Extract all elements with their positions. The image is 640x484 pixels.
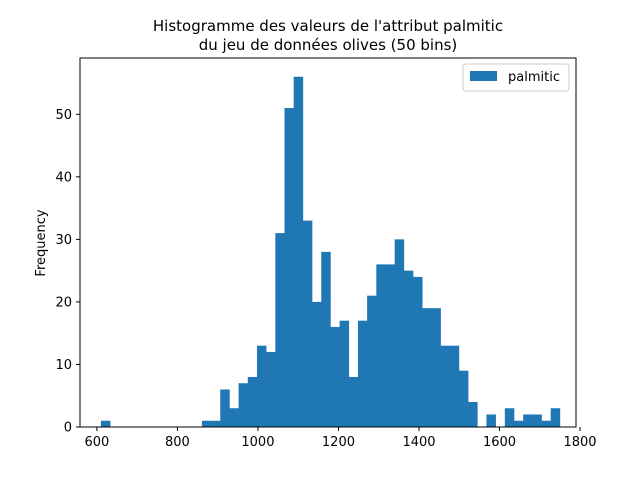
y-axis-ticks: 0 10 20 30 40 50 bbox=[55, 108, 80, 436]
histogram-bar bbox=[357, 320, 368, 427]
histogram-bar bbox=[211, 420, 221, 427]
histogram-bar bbox=[523, 414, 533, 427]
y-tick-label: 30 bbox=[55, 233, 72, 248]
histogram-bar bbox=[229, 408, 239, 427]
histogram-bar bbox=[458, 370, 469, 427]
x-tick-label: 800 bbox=[165, 435, 190, 450]
histogram-bar bbox=[220, 389, 230, 427]
histogram-bar bbox=[201, 420, 212, 427]
histogram-bar bbox=[541, 420, 552, 427]
x-tick-label: 600 bbox=[84, 435, 109, 450]
histogram-bar bbox=[394, 239, 405, 427]
histogram-bar bbox=[468, 401, 478, 427]
histogram-bar bbox=[100, 420, 111, 427]
chart-title-line-1: Histogramme des valeurs de l'attribut pa… bbox=[153, 17, 503, 35]
x-tick-label: 1400 bbox=[402, 435, 435, 450]
x-tick-label: 1000 bbox=[241, 435, 274, 450]
legend-box bbox=[462, 63, 570, 92]
x-axis-ticks: 600 800 1000 1200 1400 1600 1800 bbox=[84, 427, 597, 450]
histogram-bar bbox=[376, 264, 386, 427]
plot-frame bbox=[79, 57, 577, 428]
histogram-bar bbox=[504, 408, 515, 427]
histogram-bar bbox=[275, 233, 285, 427]
histogram-bar bbox=[440, 345, 451, 427]
histogram-bar bbox=[514, 420, 524, 427]
histogram-bar bbox=[238, 383, 249, 427]
histogram-bar bbox=[339, 320, 350, 427]
y-tick-label: 0 bbox=[64, 421, 72, 436]
histogram-bar bbox=[256, 345, 267, 427]
legend: palmitic bbox=[462, 63, 570, 92]
histogram-bar bbox=[293, 76, 304, 427]
histogram-bar bbox=[266, 351, 276, 427]
histogram-bar bbox=[403, 270, 414, 427]
chart-title-line-2: du jeu de données olives (50 bins) bbox=[199, 36, 458, 54]
y-tick-label: 20 bbox=[55, 295, 72, 310]
x-tick-label: 1800 bbox=[563, 435, 596, 450]
y-axis-label: Frequency bbox=[34, 209, 49, 276]
x-tick-label: 1600 bbox=[483, 435, 516, 450]
y-tick-label: 10 bbox=[55, 358, 72, 373]
histogram-bar bbox=[284, 108, 294, 427]
histogram-bar bbox=[550, 408, 561, 427]
y-tick-label: 50 bbox=[55, 108, 72, 123]
histogram-bar bbox=[385, 264, 395, 427]
histogram-bar bbox=[321, 251, 331, 427]
histogram-bar bbox=[367, 295, 377, 427]
histogram-bar bbox=[431, 308, 441, 427]
histogram-bar bbox=[330, 326, 340, 427]
x-tick-label: 1200 bbox=[322, 435, 355, 450]
legend-label-palmitic: palmitic bbox=[508, 70, 560, 85]
histogram-bar bbox=[348, 376, 359, 427]
histogram-bar bbox=[247, 376, 258, 427]
histogram-bar bbox=[302, 220, 313, 427]
y-tick-label: 40 bbox=[55, 170, 72, 185]
bars-group bbox=[100, 76, 561, 427]
histogram-bar bbox=[532, 414, 542, 427]
histogram-bar bbox=[312, 301, 322, 427]
histogram-bar bbox=[422, 308, 432, 427]
histogram-bar bbox=[486, 414, 496, 427]
legend-swatch bbox=[470, 71, 497, 81]
histogram-bar bbox=[449, 345, 460, 427]
histogram-bar bbox=[413, 276, 423, 427]
